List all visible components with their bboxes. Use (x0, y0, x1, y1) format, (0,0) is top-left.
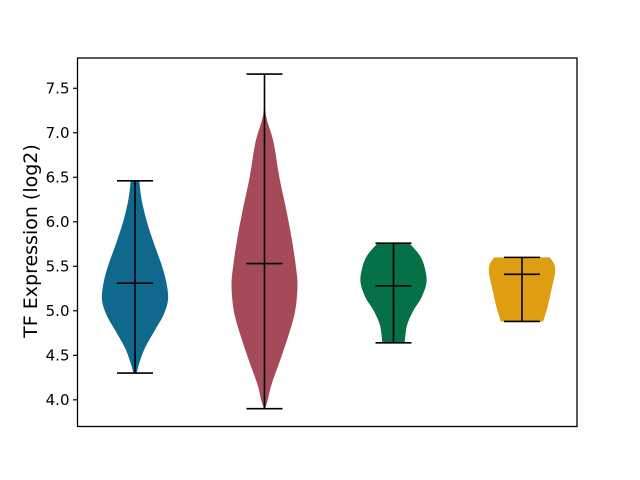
y-tick-label: 4.5 (46, 346, 70, 364)
y-tick-label: 6.5 (46, 168, 70, 186)
plot-border (76, 57, 578, 428)
y-tick-label: 5.5 (46, 257, 70, 275)
y-tick-label: 7.5 (46, 79, 70, 97)
y-tick-label: 4.0 (46, 391, 70, 409)
y-tick-label: 5.0 (46, 302, 70, 320)
y-tick-label: 6.0 (46, 213, 70, 231)
y-tick-label: 7.0 (46, 124, 70, 142)
